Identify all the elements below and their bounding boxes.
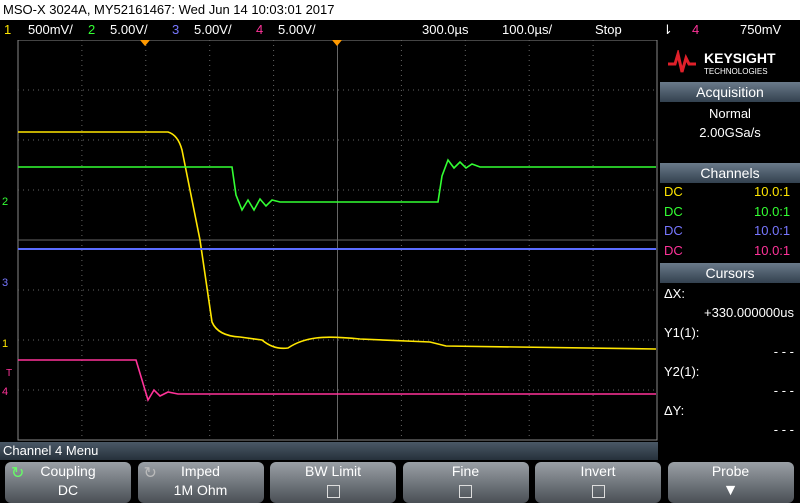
brand-logo — [668, 50, 696, 73]
menu-title: Channel 4 Menu — [0, 442, 658, 460]
coupling: DC — [664, 184, 683, 199]
coupling: DC — [664, 223, 683, 238]
marker-ch4: 4 — [2, 386, 8, 398]
acq-rate: 2.00GSa/s — [699, 125, 761, 140]
probe-ratio: 10.0:1 — [754, 242, 791, 258]
ch-scale: 5.00V/ — [194, 22, 232, 37]
marker-trigger: T — [6, 368, 12, 379]
rotate-icon: ↻ — [11, 465, 25, 482]
header: MSO-X 3024A, MY52161467: Wed Jun 14 10:0… — [0, 0, 800, 20]
delay: 300.0µs — [422, 22, 469, 37]
run-status: Stop — [595, 22, 622, 37]
trace-ch2 — [18, 158, 656, 212]
ch-num: 3 — [172, 22, 180, 37]
softkey[interactable]: Invert — [535, 462, 661, 503]
brand-sub: TECHNOLOGIES — [704, 67, 768, 76]
waveform-display: 2 3 1 T 4 — [2, 40, 658, 441]
marker-ch3: 3 — [2, 277, 8, 289]
softkey-label: Probe — [711, 463, 750, 479]
softkey-value: 1M Ohm — [173, 482, 228, 498]
dy-value: - - - — [773, 422, 794, 437]
softkey[interactable]: BW Limit — [270, 462, 396, 503]
ch-scale: 5.00V/ — [278, 22, 316, 37]
softkey-label: Coupling — [40, 463, 96, 479]
softkey-label: BW Limit — [305, 463, 361, 479]
ch-scale: 5.00V/ — [110, 22, 148, 37]
probe-ratio: 10.0:1 — [754, 223, 791, 238]
checkbox — [326, 485, 340, 498]
acq-mode: Normal — [709, 106, 751, 121]
y2-label: Y2(1): — [664, 364, 700, 379]
trigger-icon: ⇂ — [662, 22, 673, 37]
channels-title: Channels — [660, 163, 800, 183]
y1-value: - - - — [773, 344, 794, 359]
graticule — [18, 40, 657, 440]
marker-ch2: 2 — [2, 196, 8, 208]
softkey-label: Imped — [181, 463, 220, 479]
dy-label: ΔY: — [664, 403, 685, 418]
softkey[interactable]: Probe ▼ — [667, 462, 794, 503]
rotate-icon: ↻ — [143, 465, 157, 482]
dx-value: +330.000000us — [703, 305, 794, 320]
ch-num: 1 — [4, 22, 12, 37]
probe-ratio: 10.0:1 — [754, 203, 791, 219]
trace-ch1 — [18, 131, 657, 350]
checkbox — [459, 485, 472, 498]
softkey-label: Invert — [580, 463, 616, 479]
ch-scale: 500mV/ — [28, 22, 73, 37]
ch-num: 2 — [88, 22, 96, 37]
dx-label: ΔX: — [664, 286, 685, 301]
coupling: DC — [664, 242, 683, 258]
probe-ratio: 10.0:1 — [754, 184, 791, 199]
softkey[interactable]: Fine — [402, 462, 529, 503]
trace-ch4 — [18, 359, 656, 402]
y1-label: Y1(1): — [664, 325, 700, 340]
softkey-label: Fine — [451, 463, 480, 479]
brand-name: KEYSIGHT — [704, 50, 776, 66]
softkey-value: DC — [57, 482, 79, 498]
trigger-source: 4 — [692, 22, 700, 37]
checkbox — [591, 485, 605, 498]
down-arrow: ▼ — [722, 482, 739, 499]
coupling: DC — [664, 203, 683, 219]
y2-value: - - - — [773, 383, 794, 398]
marker-ch1: 1 — [2, 338, 8, 350]
acquisition-title: Acquisition — [660, 82, 800, 102]
softkey[interactable]: Coupling DC ↻ — [5, 462, 131, 503]
channel-bar: 1 500mV/ 2 5.00V/ 3 5.00V/ 4 5.00V/ 300.… — [0, 20, 800, 40]
ch-num: 4 — [256, 22, 264, 37]
brand: KEYSIGHT TECHNOLOGIES — [660, 42, 800, 82]
softkey[interactable]: Imped 1M Ohm ↻ — [137, 462, 264, 503]
trigger-level: 750mV — [740, 22, 782, 37]
timebase: 100.0µs/ — [502, 22, 553, 37]
cursors-title: Cursors — [660, 263, 800, 283]
